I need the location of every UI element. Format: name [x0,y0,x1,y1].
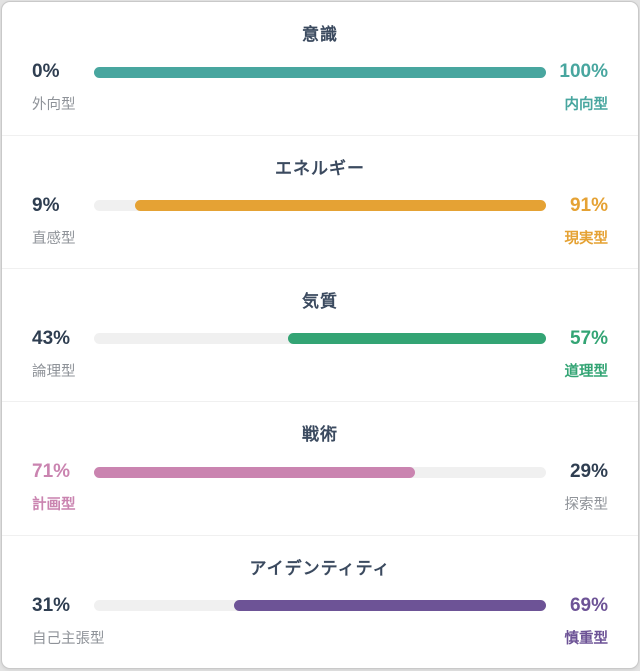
bar-track [94,333,546,345]
right-type-label: 探索型 [564,497,609,514]
right-type-label: 道理型 [564,363,609,380]
left-percent: 0% [32,61,60,83]
bar-row: 31% 69% [32,595,608,617]
trait-title: 意識 [302,25,338,45]
labels-row: 直感型 現実型 [32,227,608,248]
left-type-label: 計画型 [32,497,76,514]
bar-track [94,466,546,478]
labels-row: 外向型 内向型 [32,93,608,114]
labels-row: 計画型 探索型 [32,493,608,514]
bar-fill [234,600,546,612]
left-type-label: 自己主張型 [32,630,105,647]
left-type-label: 外向型 [32,97,76,114]
labels-row: 論理型 道理型 [32,360,608,381]
trait-section: 戦術 71% 29% 計画型 探索型 [2,401,638,534]
bar-fill [134,200,546,212]
trait-title: 戦術 [302,425,338,445]
left-type-label: 論理型 [32,363,76,380]
trait-title: アイデンティティ [249,558,391,578]
bar-row: 43% 57% [32,328,608,350]
bar-track [94,66,546,78]
bar-row: 9% 91% [32,195,608,217]
right-percent: 57% [569,327,608,349]
left-percent: 43% [32,327,71,349]
bar-fill [94,66,546,78]
right-percent: 100% [559,61,608,83]
right-type-label: 内向型 [564,97,609,114]
bar-fill [288,333,546,345]
trait-section: エネルギー 9% 91% 直感型 現実型 [2,134,638,268]
trait-title: エネルギー [275,158,365,178]
left-type-label: 直感型 [32,230,76,247]
trait-section: 意識 0% 100% 外向型 内向型 [2,2,638,134]
right-type-label: 慎重型 [564,630,609,647]
labels-row: 自己主張型 慎重型 [32,627,608,648]
right-type-label: 現実型 [564,230,609,247]
bar-track [94,200,546,212]
right-percent: 29% [569,461,608,483]
left-percent: 31% [32,594,71,616]
trait-title: 気質 [302,291,338,311]
trait-section: アイデンティティ 31% 69% 自己主張型 慎重型 [2,534,638,668]
bar-track [94,600,546,612]
bar-fill [94,466,415,478]
bar-row: 0% 100% [32,61,608,83]
bar-row: 71% 29% [32,461,608,483]
right-percent: 69% [569,594,608,616]
right-percent: 91% [569,194,608,216]
trait-section: 気質 43% 57% 論理型 道理型 [2,267,638,401]
left-percent: 71% [32,461,71,483]
left-percent: 9% [32,194,60,216]
